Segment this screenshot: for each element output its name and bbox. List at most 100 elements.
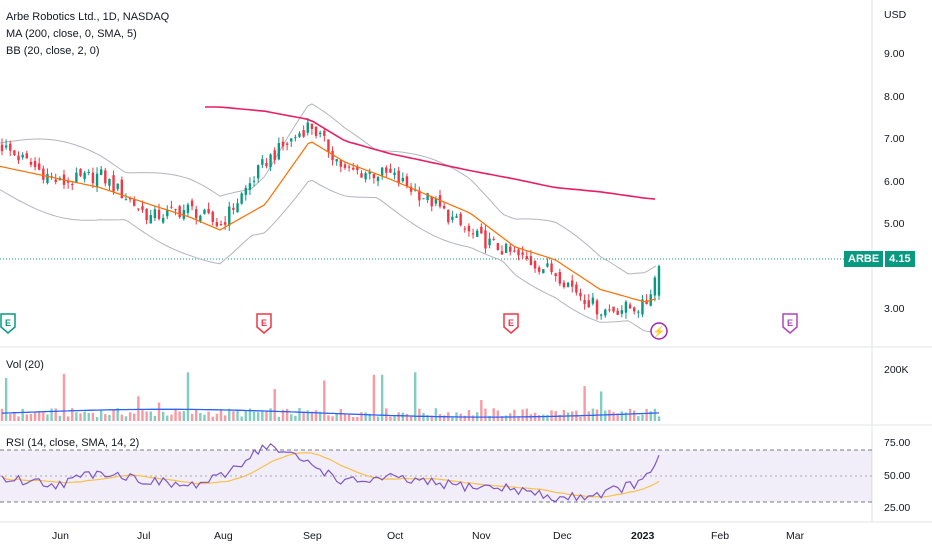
candle-body [562,282,566,288]
volume-bar [112,409,115,421]
candle-body [46,173,49,184]
volume-bar [223,415,227,421]
earnings-marker[interactable]: E [782,313,798,334]
candle-body [347,166,351,168]
candle-body [529,256,533,266]
candle-body [484,230,487,249]
candle-body [488,238,491,246]
candles [0,118,661,320]
volume-bar [281,409,285,421]
candle-body [199,215,202,222]
candle-body [657,266,661,296]
candle-body [21,154,24,158]
candle-body [186,204,190,213]
candle-body [537,267,541,272]
candle-body [475,230,479,237]
volume-bar [335,413,338,421]
volume-bar [546,414,549,421]
volume-bar [157,402,161,421]
volume-bar [285,408,289,421]
volume-bar [484,408,487,421]
rsi-legend[interactable]: RSI (14, close, SMA, 14, 2) [6,437,140,449]
volume-bar [145,411,148,421]
time-tick: Sep [303,530,322,542]
volume-bar [108,414,111,421]
candle-body [228,206,231,226]
candle-body [583,299,586,304]
earnings-marker[interactable]: E [256,313,272,334]
candle-body [95,173,99,187]
candle-body [525,256,528,260]
volume-bar [521,409,524,421]
volume-legend[interactable]: Vol (20) [6,359,44,371]
volume-bar [430,415,433,421]
rsi-tick: 75.00 [884,437,910,449]
candle-body [294,137,297,139]
volume-bar [657,416,661,421]
last-price-value: 4.15 [885,251,915,267]
volume-bar [393,415,396,421]
candle-body [451,216,454,220]
volume-bar [298,408,301,421]
candle-body [455,216,458,218]
candle-body [480,226,483,234]
volume-bar [128,412,132,421]
candle-body [558,272,562,284]
last-price-tag: ARBE 4.15 [844,251,915,267]
earnings-marker[interactable]: E [503,313,519,334]
volume-bar [219,409,223,421]
volume-bar [50,408,53,421]
candle-body [628,304,632,309]
candle-body [0,144,4,152]
candle-body [624,301,628,313]
candle-body [265,162,268,167]
flash-event-marker[interactable]: ⚡ [650,322,668,340]
volume-bar [133,413,136,421]
volume-bar [438,414,442,421]
volume-bar [87,413,90,421]
volume-bar [356,416,359,421]
candle-body [376,177,380,182]
volume-bar [116,408,119,421]
volume-bar [71,408,74,421]
volume-bar [25,414,28,421]
earnings-marker[interactable]: E [0,313,16,334]
candle-body [550,263,553,273]
volume-bar [186,372,190,421]
volume-bar [178,411,181,421]
volume-bar [599,391,603,421]
candle-body [240,193,243,204]
ma-legend[interactable]: MA (200, close, 0, SMA, 5) [6,28,137,40]
bb-legend[interactable]: BB (20, close, 2, 0) [6,45,100,57]
volume-bar [616,413,619,421]
candle-body [608,309,611,311]
price-tick: 7.00 [884,133,905,145]
earnings-label: E [261,318,267,328]
volume-bar [401,412,405,421]
volume-bar [579,416,582,421]
candle-body [120,179,124,199]
candle-body [533,261,537,269]
volume-bar [195,409,198,421]
candle-body [87,171,90,173]
chart-title[interactable]: Arbe Robotics Ltd., 1D, NASDAQ [6,11,170,23]
candle-body [339,160,343,167]
candle-body [141,206,144,210]
volume-bar [442,415,446,421]
volume-bar [46,414,49,421]
bb-basis-line [0,141,657,303]
candle-body [219,223,223,225]
earnings-label: E [5,318,11,328]
candle-body [54,179,57,183]
candle-body [203,209,206,214]
candle-body [153,209,157,219]
volume-bar [608,409,611,421]
volume-bar [360,412,363,421]
ma200-line [205,106,656,200]
volume-bar [244,410,247,421]
earnings-label: E [508,318,514,328]
volume-bar [318,411,322,421]
price-tick: 8.00 [884,91,905,103]
candle-body [542,269,545,274]
